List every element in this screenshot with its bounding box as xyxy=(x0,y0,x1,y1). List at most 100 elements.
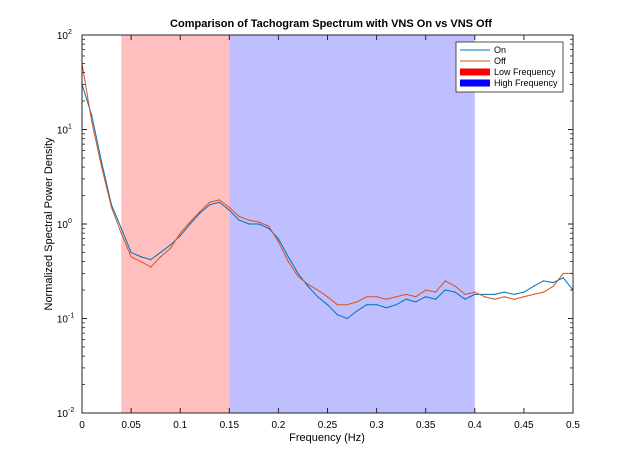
data-point-on xyxy=(267,227,270,229)
x-tick-label: 0.15 xyxy=(220,420,240,431)
data-point-off xyxy=(228,206,230,208)
data-point-off xyxy=(248,219,250,221)
y-tick-label: 10 2 xyxy=(57,29,72,42)
data-point-on xyxy=(356,310,358,312)
data-point-off xyxy=(454,285,456,287)
data-point-off xyxy=(267,225,270,227)
x-tick-label: 0.4 xyxy=(468,420,482,431)
data-point-off xyxy=(533,293,535,295)
data-point-on xyxy=(336,313,338,316)
data-point-on xyxy=(317,296,319,298)
data-point-on xyxy=(277,238,279,240)
data-point-on xyxy=(376,304,378,306)
data-point-on xyxy=(326,304,329,306)
x-tick-label: 0.25 xyxy=(318,420,338,431)
data-point-on xyxy=(307,285,309,287)
y-tick-exponent: 1 xyxy=(68,124,72,131)
legend-label: Off xyxy=(494,56,506,66)
data-point-on xyxy=(434,298,437,300)
x-tick-label: 0.45 xyxy=(514,420,534,431)
data-point-off xyxy=(258,221,260,223)
data-point-on xyxy=(238,219,240,221)
data-point-on xyxy=(248,223,250,225)
data-point-off xyxy=(120,232,122,234)
data-point-on xyxy=(552,281,554,284)
data-point-on xyxy=(346,317,348,320)
data-point-on xyxy=(513,293,515,295)
legend-patch-low-frequency xyxy=(460,68,490,76)
data-point-on xyxy=(503,291,505,293)
data-point-on xyxy=(150,259,152,261)
data-point-off xyxy=(336,304,338,306)
x-tick-label: 0.3 xyxy=(370,420,384,431)
y-tick-label: 10 0 xyxy=(57,218,72,231)
data-point-on xyxy=(130,251,132,254)
data-point-on xyxy=(425,296,427,298)
data-point-off xyxy=(179,232,181,234)
data-point-on xyxy=(209,204,211,206)
data-point-off xyxy=(277,241,279,243)
data-point-off xyxy=(474,291,476,293)
y-tick-base: 10 xyxy=(57,220,69,231)
data-point-off xyxy=(317,289,319,291)
data-point-on xyxy=(179,235,181,237)
data-point-on xyxy=(169,244,171,246)
data-point-off xyxy=(356,301,358,303)
data-point-on xyxy=(542,280,545,282)
data-point-on xyxy=(199,212,201,214)
data-point-on xyxy=(218,201,221,203)
data-point-off xyxy=(513,298,515,300)
data-point-on xyxy=(91,115,93,117)
data-point-off xyxy=(523,296,525,298)
data-point-on xyxy=(395,304,397,306)
data-point-off xyxy=(434,291,437,293)
y-tick-exponent: 0 xyxy=(68,218,72,225)
data-point-on xyxy=(120,227,122,229)
data-point-off xyxy=(110,206,113,208)
data-point-on xyxy=(454,291,456,293)
y-tick-exponent: -1 xyxy=(68,313,74,320)
legend-label: High Frequency xyxy=(494,78,558,88)
data-point-on xyxy=(533,285,535,287)
data-point-off xyxy=(425,289,427,291)
data-point-on xyxy=(366,304,368,306)
data-point-off xyxy=(91,121,93,123)
data-point-on xyxy=(444,289,446,291)
data-point-off xyxy=(503,296,505,298)
x-tick-label: 0.2 xyxy=(271,420,285,431)
data-point-off xyxy=(189,221,191,223)
x-tick-label: 0 xyxy=(79,420,85,431)
y-tick-base: 10 xyxy=(57,409,69,420)
band-high-frequency xyxy=(229,35,475,413)
data-point-off xyxy=(101,166,103,168)
series-lines xyxy=(81,62,574,320)
data-point-off xyxy=(444,280,446,282)
y-tick-base: 10 xyxy=(57,31,69,42)
y-tick-exponent: 2 xyxy=(68,29,72,36)
x-tick-label: 0.5 xyxy=(566,420,580,431)
x-tick-label: 0.35 xyxy=(416,420,436,431)
data-point-off xyxy=(493,298,496,300)
y-tick-label: 10 -1 xyxy=(57,313,74,326)
data-point-off xyxy=(326,296,329,298)
data-point-on xyxy=(228,209,230,211)
band-low-frequency xyxy=(121,35,230,413)
legend-label: Low Frequency xyxy=(494,67,556,77)
data-point-on xyxy=(297,272,299,275)
data-point-off xyxy=(159,256,162,258)
data-point-on xyxy=(464,298,466,300)
data-point-off xyxy=(542,291,545,293)
data-point-on xyxy=(140,256,142,258)
data-point-on xyxy=(474,293,476,295)
data-point-off xyxy=(484,296,486,298)
data-point-on xyxy=(258,223,260,225)
data-point-on xyxy=(523,291,525,293)
y-tick-label: 10 1 xyxy=(57,124,72,137)
data-point-off xyxy=(464,293,466,295)
data-point-on xyxy=(159,251,162,254)
y-axis-label: Normalized Spectral Power Density xyxy=(43,137,55,311)
y-tick-base: 10 xyxy=(57,126,69,137)
data-point-on xyxy=(415,301,417,303)
